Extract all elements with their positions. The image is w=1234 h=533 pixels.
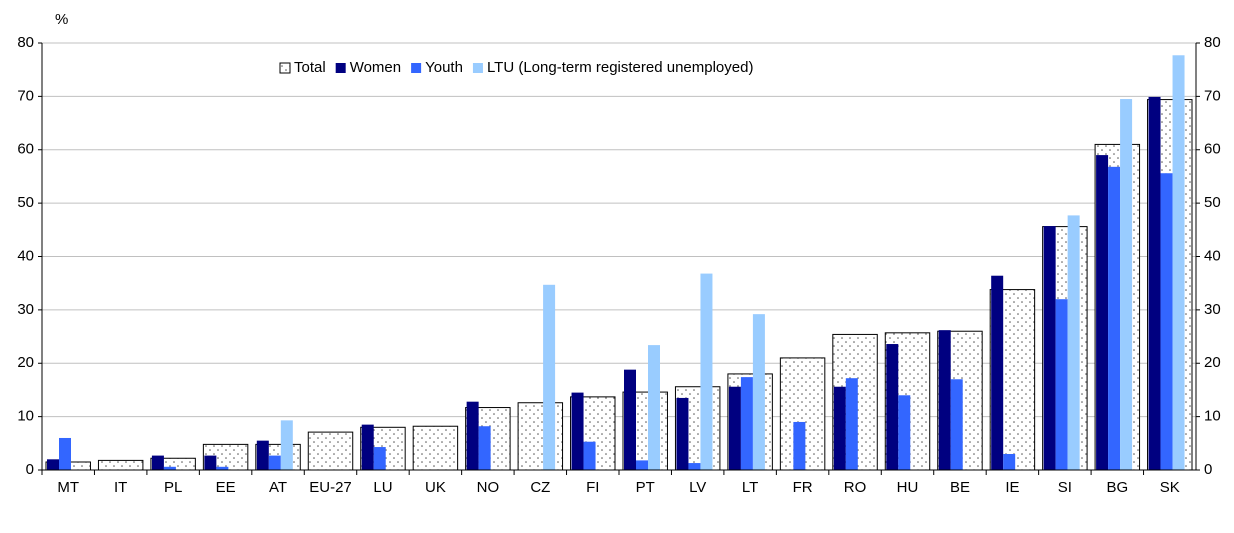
- bar: [648, 345, 660, 470]
- y2-tick-label: 30: [1204, 301, 1221, 318]
- bar: [1172, 55, 1185, 471]
- y-tick-label: 10: [17, 408, 34, 425]
- x-tick-label: BE: [950, 479, 970, 496]
- bar: [938, 330, 951, 470]
- x-tick-label: LU: [373, 479, 392, 496]
- bar: [1055, 299, 1068, 470]
- y2-tick-label: 60: [1204, 141, 1221, 158]
- bar: [1120, 99, 1133, 470]
- bar: [1096, 155, 1109, 470]
- y2-tick-label: 80: [1204, 34, 1221, 51]
- bar: [991, 275, 1004, 470]
- bar: [543, 284, 556, 470]
- x-tick-label: CZ: [530, 479, 550, 496]
- bar: [478, 426, 491, 470]
- bar: [151, 455, 164, 470]
- x-tick-label: PT: [636, 479, 655, 496]
- bar: [1003, 453, 1016, 470]
- legend-label: Women: [350, 59, 401, 76]
- legend-label: Total: [294, 59, 326, 76]
- x-tick-label: EE: [216, 479, 236, 496]
- bar: [740, 377, 753, 470]
- bar: [268, 455, 281, 470]
- y-tick-label: 50: [17, 194, 34, 211]
- bar: [676, 397, 689, 470]
- bar: [898, 395, 911, 470]
- x-tick-label: SI: [1058, 479, 1072, 496]
- y-tick-label: 80: [17, 34, 34, 51]
- x-tick-label: PL: [164, 479, 182, 496]
- x-tick-label: IE: [1005, 479, 1019, 496]
- x-tick-label: HU: [897, 479, 919, 496]
- y2-tick-label: 70: [1204, 87, 1221, 104]
- x-tick-label: LT: [742, 479, 758, 496]
- legend-swatch: [411, 63, 422, 73]
- x-tick-label: NO: [477, 479, 500, 496]
- x-tick-label: MT: [57, 479, 79, 496]
- total-bar: [307, 431, 354, 471]
- bar: [216, 466, 229, 470]
- total-bar: [97, 459, 144, 471]
- y2-tick-label: 0: [1204, 461, 1212, 478]
- y-tick-label: 40: [17, 247, 34, 264]
- bar: [728, 386, 741, 470]
- bar: [950, 379, 963, 470]
- bar: [688, 463, 701, 470]
- bar: [845, 378, 858, 470]
- bar: [361, 424, 374, 470]
- bar: [280, 420, 293, 470]
- x-tick-label: FI: [586, 479, 599, 496]
- legend-label: LTU (Long-term registered unemployed): [487, 59, 754, 76]
- y2-tick-label: 50: [1204, 194, 1221, 211]
- bar: [624, 369, 636, 470]
- y-tick-label: 60: [17, 141, 34, 158]
- bar: [466, 401, 479, 470]
- y2-tick-label: 40: [1204, 247, 1221, 264]
- bar: [59, 437, 71, 470]
- x-tick-label: LV: [689, 479, 706, 496]
- bar: [1043, 226, 1056, 470]
- y-tick-label: 20: [17, 354, 34, 371]
- total-bar: [412, 425, 459, 471]
- bar: [256, 440, 269, 470]
- bar: [1067, 215, 1080, 470]
- bar: [1148, 96, 1161, 470]
- x-tick-label: AT: [269, 479, 287, 496]
- y-tick-label: 30: [17, 301, 34, 318]
- total-bar: [517, 402, 564, 471]
- bar: [1108, 166, 1121, 470]
- x-tick-label: UK: [425, 479, 446, 496]
- bar: [833, 386, 846, 470]
- x-tick-label: FR: [793, 479, 813, 496]
- legend-swatch: [472, 63, 483, 73]
- bar: [204, 455, 217, 470]
- bar: [571, 392, 584, 470]
- bar: [700, 273, 713, 470]
- y2-tick-label: 10: [1204, 408, 1221, 425]
- bar: [47, 459, 59, 470]
- bar: [373, 447, 386, 470]
- bar: [583, 441, 596, 470]
- y-tick-label: 70: [17, 87, 34, 104]
- legend-swatch: [335, 63, 346, 73]
- legend-label: Youth: [425, 59, 463, 76]
- bar: [752, 314, 765, 470]
- y-axis-label: %: [55, 11, 68, 28]
- x-tick-label: EU-27: [309, 479, 352, 496]
- x-tick-label: BG: [1106, 479, 1128, 496]
- bar: [636, 460, 648, 470]
- legend-swatch: [279, 62, 291, 74]
- bar: [886, 344, 899, 470]
- x-tick-label: RO: [844, 479, 867, 496]
- bar: [793, 421, 806, 470]
- y2-tick-label: 20: [1204, 354, 1221, 371]
- x-tick-label: SK: [1160, 479, 1180, 496]
- bar: [163, 466, 176, 470]
- x-tick-label: IT: [114, 479, 127, 496]
- bar: [1160, 173, 1173, 471]
- y-tick-label: 0: [26, 461, 34, 478]
